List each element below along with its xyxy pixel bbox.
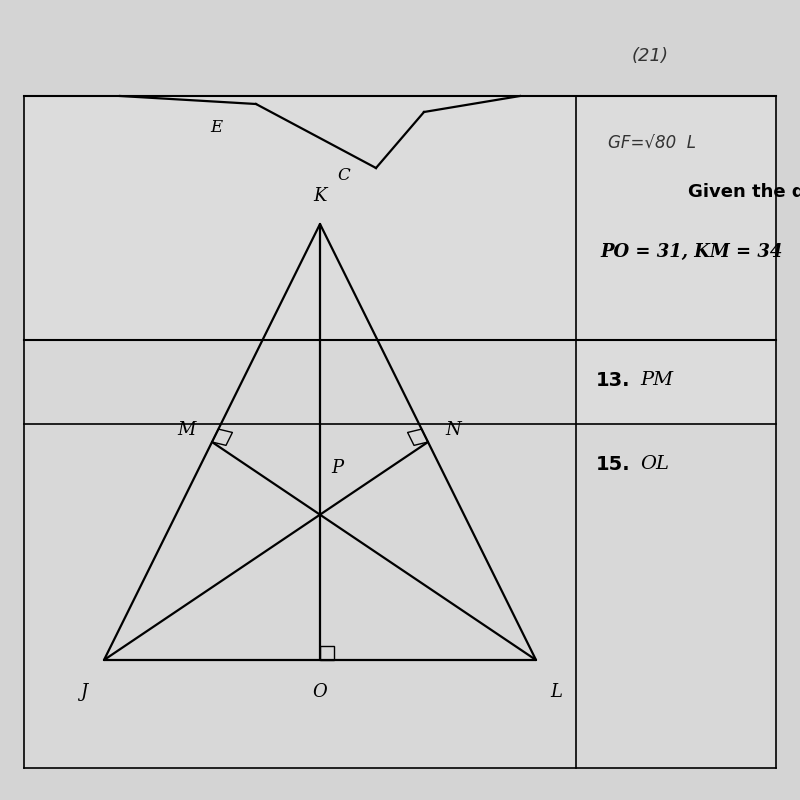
Text: N: N [446,421,462,439]
Text: K: K [314,187,326,205]
Text: L: L [550,683,562,701]
Text: O: O [313,683,327,701]
Text: C: C [338,167,350,185]
Bar [24,96,576,340]
Bar [24,340,576,768]
Bar [576,340,776,424]
Text: J: J [80,683,88,701]
Text: GF=√80  L: GF=√80 L [608,135,696,153]
Bar [320,646,334,660]
Text: PM: PM [640,371,673,389]
Bar [576,96,776,340]
Text: M: M [178,421,195,439]
Text: E: E [210,119,222,137]
Text: 13.: 13. [596,370,630,390]
Text: Given the diagram: Given the diagram [688,183,800,201]
Text: 15.: 15. [596,454,630,474]
Text: OL: OL [640,455,669,473]
Text: (21): (21) [632,47,669,65]
Text: P: P [331,459,344,477]
Bar [576,424,776,768]
Text: PO = 31, KM = 34: PO = 31, KM = 34 [600,243,782,261]
